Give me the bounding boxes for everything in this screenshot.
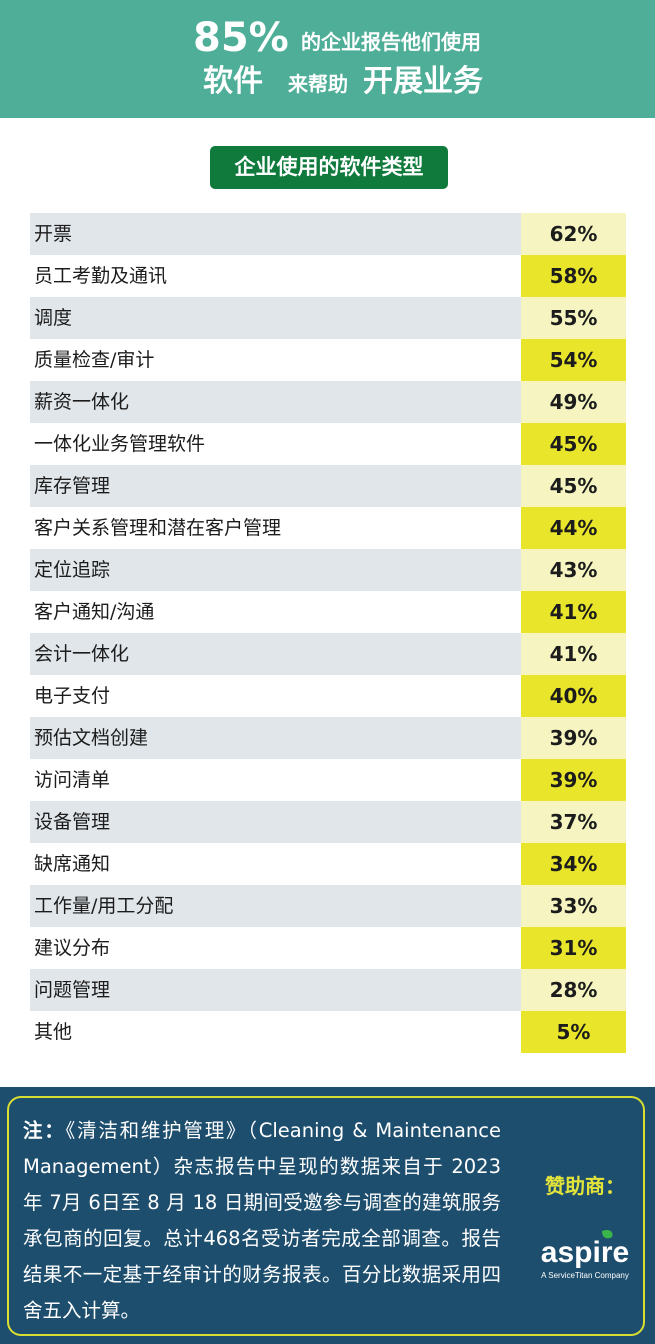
row-label: 问题管理 bbox=[30, 969, 521, 1011]
row-label: 质量检查/审计 bbox=[30, 339, 521, 381]
headline-business: 开展业务 bbox=[363, 64, 483, 99]
row-value: 39% bbox=[521, 759, 626, 801]
logo-wordmark: aspire bbox=[541, 1236, 629, 1269]
row-value: 5% bbox=[521, 1011, 626, 1053]
source-note: 注：《清洁和维护管理》（Cleaning & Maintenance Manag… bbox=[23, 1113, 501, 1329]
table-row: 薪资一体化 49% bbox=[30, 381, 626, 423]
row-label: 库存管理 bbox=[30, 465, 521, 507]
table-row: 访问清单 39% bbox=[30, 759, 626, 801]
leaf-icon bbox=[602, 1229, 613, 1239]
row-value: 45% bbox=[521, 423, 626, 465]
row-value: 58% bbox=[521, 255, 626, 297]
row-label: 开票 bbox=[30, 213, 521, 255]
row-label: 调度 bbox=[30, 297, 521, 339]
table-row: 建议分布 31% bbox=[30, 927, 626, 969]
row-value: 31% bbox=[521, 927, 626, 969]
footer-panel: 注：《清洁和维护管理》（Cleaning & Maintenance Manag… bbox=[0, 1087, 655, 1344]
table-row: 预估文档创建 39% bbox=[30, 717, 626, 759]
headline-help: 来帮助 bbox=[288, 72, 348, 96]
table-row: 问题管理 28% bbox=[30, 969, 626, 1011]
table-row: 一体化业务管理软件 45% bbox=[30, 423, 626, 465]
row-label: 一体化业务管理软件 bbox=[30, 423, 521, 465]
row-label: 电子支付 bbox=[30, 675, 521, 717]
row-label: 工作量/用工分配 bbox=[30, 885, 521, 927]
table-row: 员工考勤及通讯 58% bbox=[30, 255, 626, 297]
row-value: 55% bbox=[521, 297, 626, 339]
headline-percent: 85% bbox=[193, 15, 289, 61]
table-row: 电子支付 40% bbox=[30, 675, 626, 717]
row-value: 49% bbox=[521, 381, 626, 423]
headline-software: 软件 bbox=[203, 64, 263, 99]
row-label: 访问清单 bbox=[30, 759, 521, 801]
table-row: 库存管理 45% bbox=[30, 465, 626, 507]
row-label: 客户关系管理和潜在客户管理 bbox=[30, 507, 521, 549]
table-row: 客户关系管理和潜在客户管理 44% bbox=[30, 507, 626, 549]
row-value: 34% bbox=[521, 843, 626, 885]
software-usage-table: 开票 62% 员工考勤及通讯 58% 调度 55% 质量检查/审计 54% 薪资一体化 49% 一体… bbox=[30, 213, 626, 1053]
row-value: 39% bbox=[521, 717, 626, 759]
aspire-logo: aspire A ServiceTitan Company bbox=[541, 1229, 629, 1280]
table-row: 工作量/用工分配 33% bbox=[30, 885, 626, 927]
table-row: 调度 55% bbox=[30, 297, 626, 339]
row-value: 54% bbox=[521, 339, 626, 381]
note-text: 《清洁和维护管理》（Cleaning & Maintenance Managem… bbox=[23, 1119, 501, 1322]
row-value: 41% bbox=[521, 591, 626, 633]
row-label: 预估文档创建 bbox=[30, 717, 521, 759]
row-label: 会计一体化 bbox=[30, 633, 521, 675]
row-value: 33% bbox=[521, 885, 626, 927]
chart-title: 企业使用的软件类型 bbox=[210, 146, 448, 189]
row-value: 45% bbox=[521, 465, 626, 507]
table-row: 设备管理 37% bbox=[30, 801, 626, 843]
header-banner: 85% 的企业报告他们使用 软件 来帮助 开展业务 bbox=[0, 0, 655, 118]
note-label: 注： bbox=[23, 1119, 66, 1142]
row-label: 员工考勤及通讯 bbox=[30, 255, 521, 297]
table-row: 其他 5% bbox=[30, 1011, 626, 1053]
row-value: 37% bbox=[521, 801, 626, 843]
headline-line1-text: 的企业报告他们使用 bbox=[301, 30, 481, 54]
row-value: 40% bbox=[521, 675, 626, 717]
row-label: 定位追踪 bbox=[30, 549, 521, 591]
row-label: 客户通知/沟通 bbox=[30, 591, 521, 633]
table-row: 会计一体化 41% bbox=[30, 633, 626, 675]
sponsor-label: 赞助商： bbox=[545, 1174, 625, 1198]
table-row: 定位追踪 43% bbox=[30, 549, 626, 591]
logo-subtitle: A ServiceTitan Company bbox=[541, 1271, 629, 1280]
row-label: 缺席通知 bbox=[30, 843, 521, 885]
row-value: 62% bbox=[521, 213, 626, 255]
table-row: 客户通知/沟通 41% bbox=[30, 591, 626, 633]
row-value: 41% bbox=[521, 633, 626, 675]
row-value: 44% bbox=[521, 507, 626, 549]
row-label: 其他 bbox=[30, 1011, 521, 1053]
row-label: 建议分布 bbox=[30, 927, 521, 969]
row-value: 28% bbox=[521, 969, 626, 1011]
row-label: 薪资一体化 bbox=[30, 381, 521, 423]
table-row: 开票 62% bbox=[30, 213, 626, 255]
table-row: 缺席通知 34% bbox=[30, 843, 626, 885]
footer-frame: 注：《清洁和维护管理》（Cleaning & Maintenance Manag… bbox=[7, 1096, 645, 1336]
row-value: 43% bbox=[521, 549, 626, 591]
row-label: 设备管理 bbox=[30, 801, 521, 843]
table-row: 质量检查/审计 54% bbox=[30, 339, 626, 381]
